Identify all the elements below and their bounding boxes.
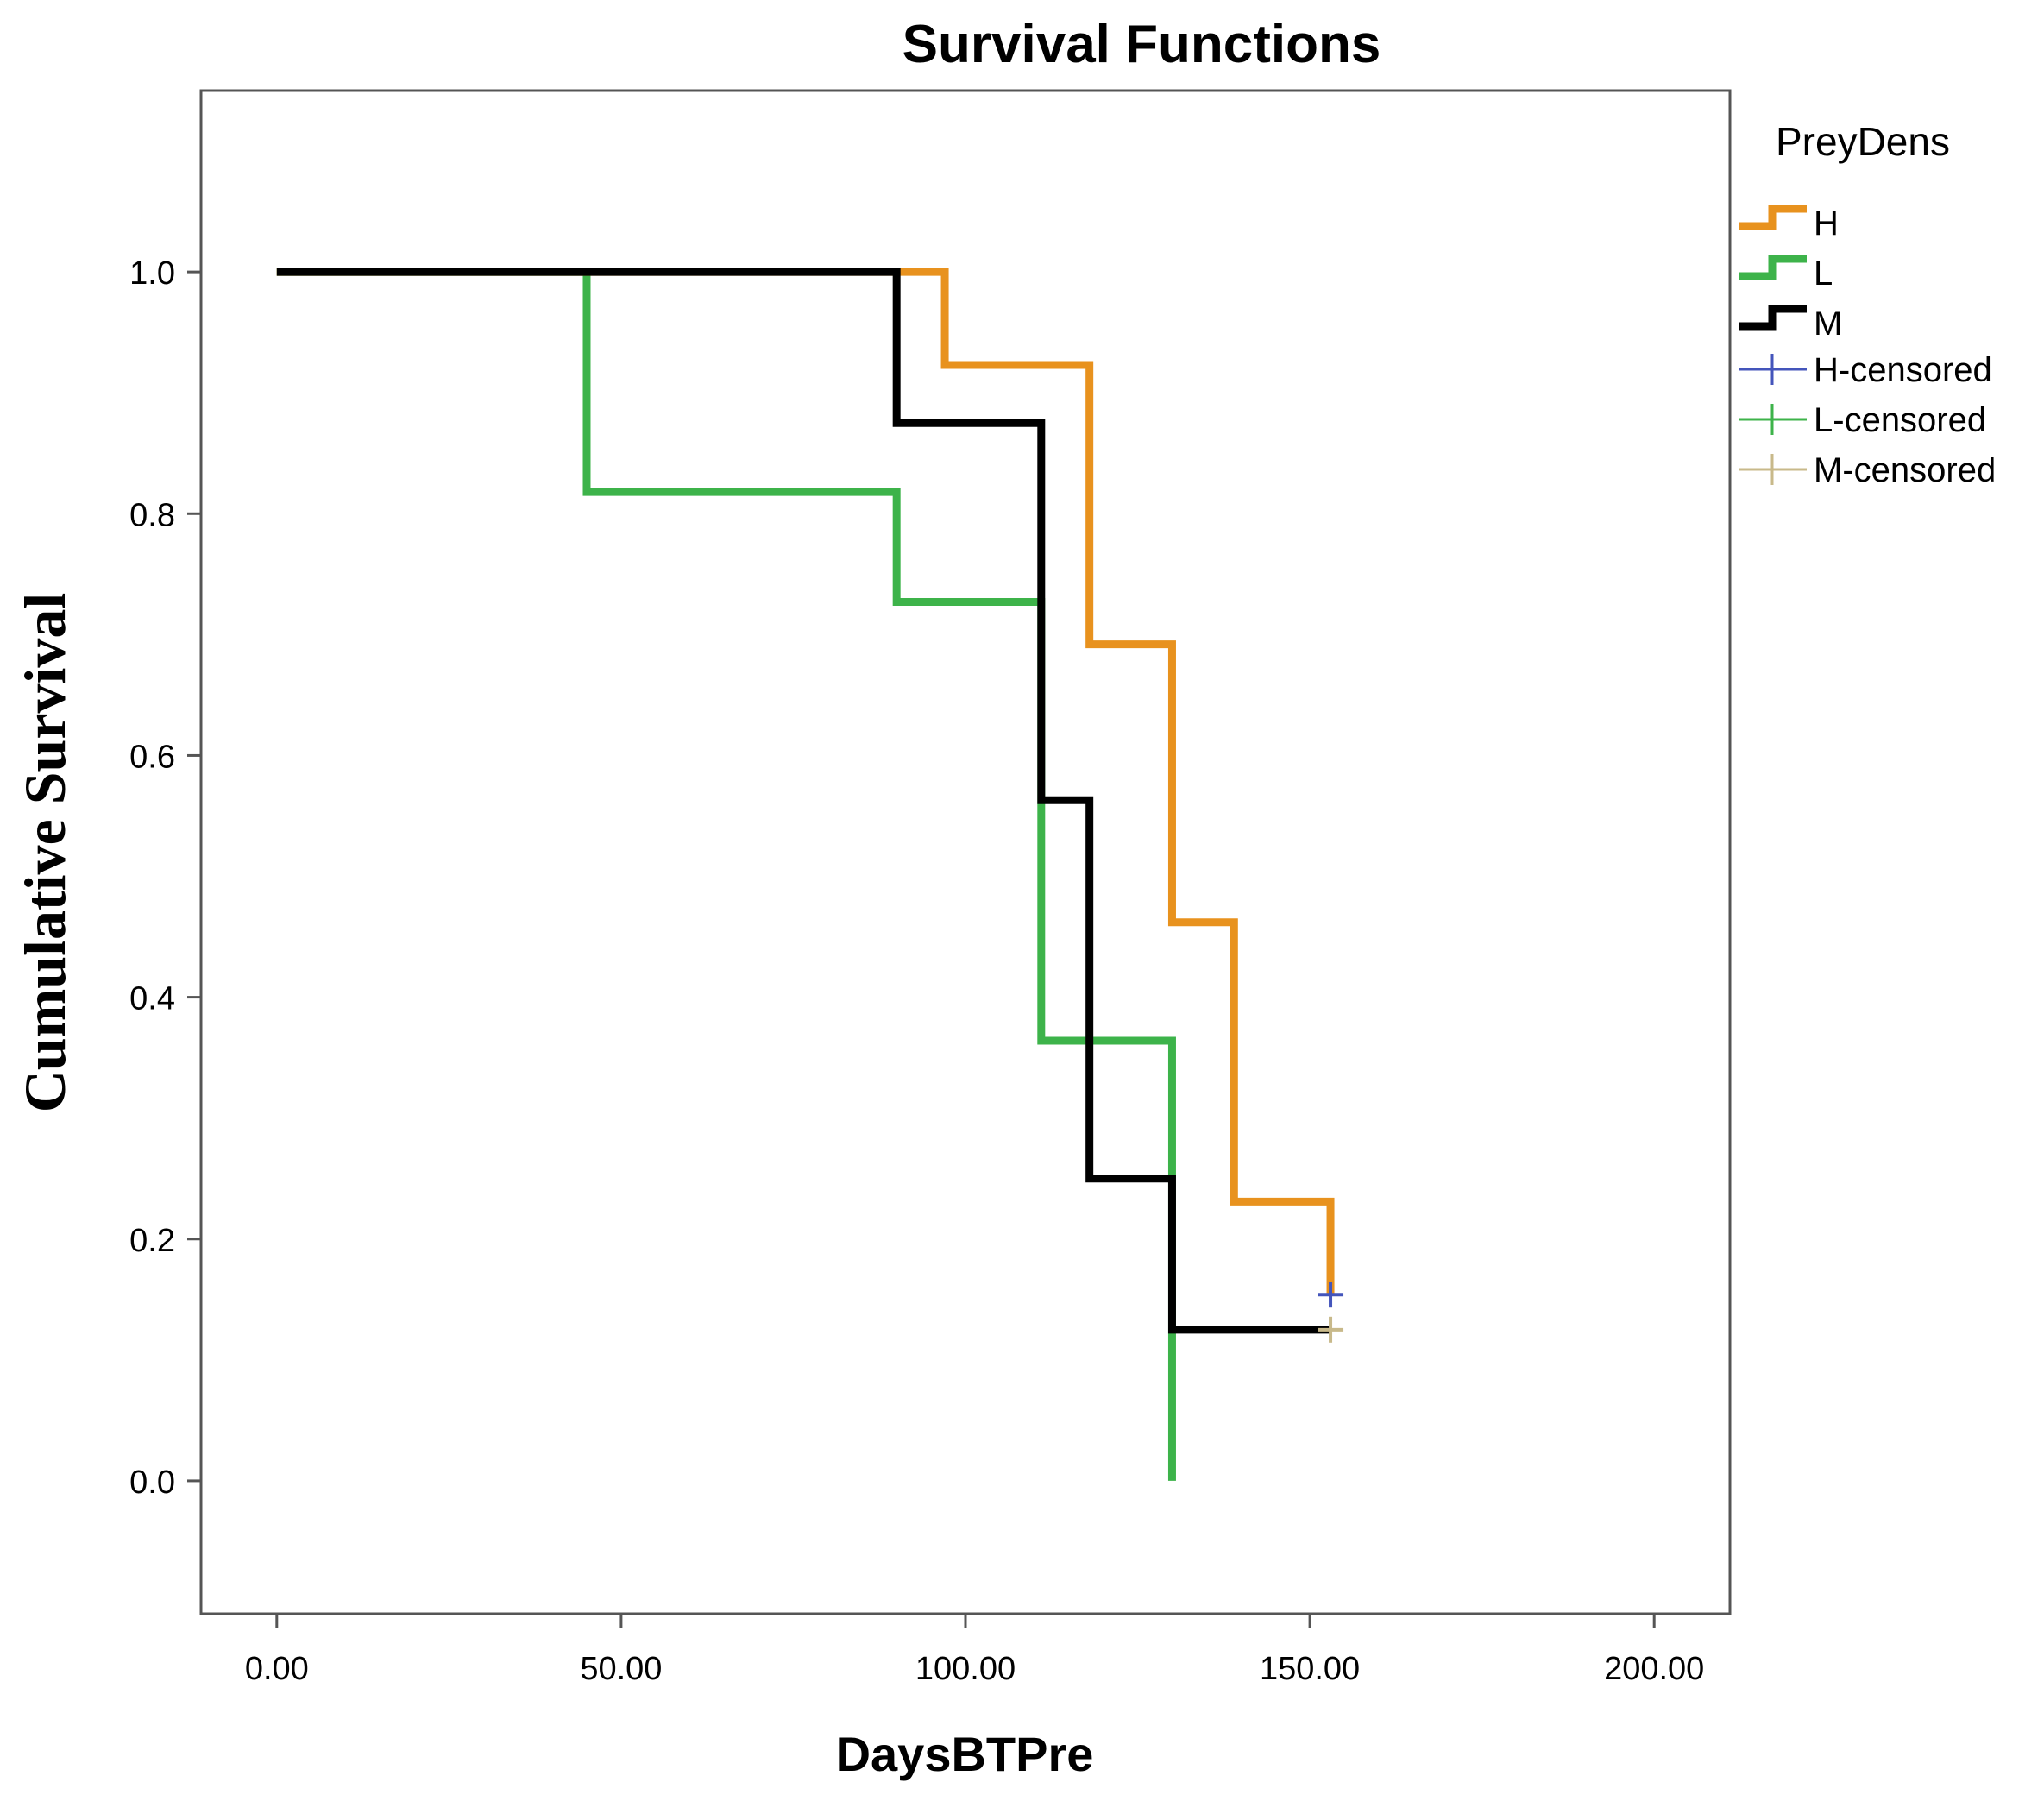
chart-title: Survival Functions [903,15,1381,74]
legend-item-m: M [1739,305,1842,343]
x-tick-label: 100.00 [915,1651,1016,1687]
x-tick-label: 50.00 [580,1651,662,1687]
y-tick-label: 0.0 [129,1464,175,1501]
legend-swatch [1739,305,1807,331]
censored-marker-h-censored [1318,1282,1344,1308]
legend-swatch [1739,205,1807,230]
x-tick-label: 0.00 [245,1651,309,1687]
x-axis: 0.00 50.00 100.00 150.00 200.00 [245,1614,1704,1687]
legend-label: L [1814,255,1833,293]
plot-series [276,268,1335,1481]
legend-item-l-censored: L-censored [1739,401,1986,439]
legend-label: L-censored [1814,401,1986,439]
series-line-h [276,268,1335,1295]
y-tick-label: 1.0 [129,255,175,292]
y-tick-label: 0.4 [129,981,175,1017]
x-tick-label: 200.00 [1604,1651,1704,1687]
legend-item-l: L [1739,255,1833,293]
series-line-l [276,268,1176,1481]
y-tick-label: 0.2 [129,1223,175,1259]
series-line-m [276,268,1331,1334]
plot-frame [199,89,1732,1616]
legend-swatch [1739,255,1807,280]
legend-label: M-censored [1814,451,1996,489]
legend-title: PreyDens [1776,119,1950,164]
legend: PreyDens HLM H-censored L-censored M-censor… [1739,119,1996,489]
x-tick-label: 150.00 [1260,1651,1360,1687]
censored-markers [1318,1282,1344,1343]
y-axis: 0.0 0.2 0.4 0.6 0.8 1.0 [129,255,201,1501]
legend-label: H [1814,205,1839,242]
y-tick-label: 0.8 [129,497,175,533]
legend-label: M [1814,305,1842,343]
legend-item-m-censored: M-censored [1739,451,1996,489]
legend-label: H-censored [1814,351,1992,389]
legend-item-h: H [1739,205,1839,242]
y-tick-label: 0.6 [129,739,175,775]
y-axis-label: Cumulative Survival [12,593,78,1113]
x-axis-label: DaysBTPre [836,1727,1094,1781]
legend-item-h-censored: H-censored [1739,351,1992,389]
censored-marker-m-censored [1318,1316,1344,1343]
